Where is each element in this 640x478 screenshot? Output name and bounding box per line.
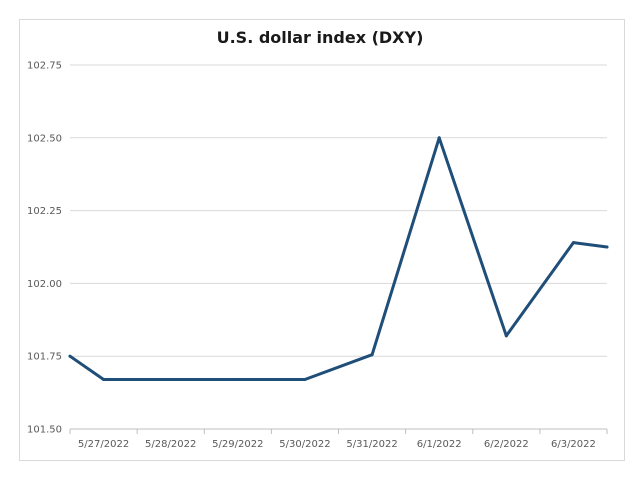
x-axis: 5/27/2022 5/28/2022 5/29/2022 5/30/2022 5/31… xyxy=(69,428,608,450)
data-point xyxy=(605,245,609,249)
series-line xyxy=(68,136,609,381)
data-point xyxy=(303,377,307,381)
data-point xyxy=(437,136,441,140)
data-point xyxy=(571,241,575,245)
gridlines xyxy=(70,64,607,430)
x-tick-label: 5/27/2022 xyxy=(78,439,129,450)
chart-title: U.S. dollar index (DXY) xyxy=(216,28,424,47)
data-point xyxy=(169,377,173,381)
chart-frame xyxy=(19,19,625,461)
x-tick-label: 5/29/2022 xyxy=(212,439,263,450)
data-point xyxy=(236,377,240,381)
y-tick-label: 102.50 xyxy=(27,133,62,144)
y-tick-label: 101.50 xyxy=(27,425,62,436)
x-tick-label: 6/3/2022 xyxy=(551,439,596,450)
y-tick-label: 102.25 xyxy=(27,206,62,217)
x-tick-label: 5/28/2022 xyxy=(145,439,196,450)
x-tick-label: 5/31/2022 xyxy=(346,439,397,450)
data-point xyxy=(504,334,508,338)
data-series xyxy=(68,136,609,381)
data-point xyxy=(68,354,72,358)
x-tick-label: 5/30/2022 xyxy=(279,439,330,450)
x-tick-label: 6/1/2022 xyxy=(417,439,462,450)
y-tick-label: 101.75 xyxy=(27,352,62,363)
y-tick-label: 102.00 xyxy=(27,279,62,290)
y-axis-tick-labels: 101.50 101.75 102.00 102.25 102.50 102.75 xyxy=(27,61,62,436)
x-tick-label: 6/2/2022 xyxy=(484,439,529,450)
data-point xyxy=(370,353,374,357)
data-point xyxy=(102,377,106,381)
y-tick-label: 102.75 xyxy=(27,61,62,72)
